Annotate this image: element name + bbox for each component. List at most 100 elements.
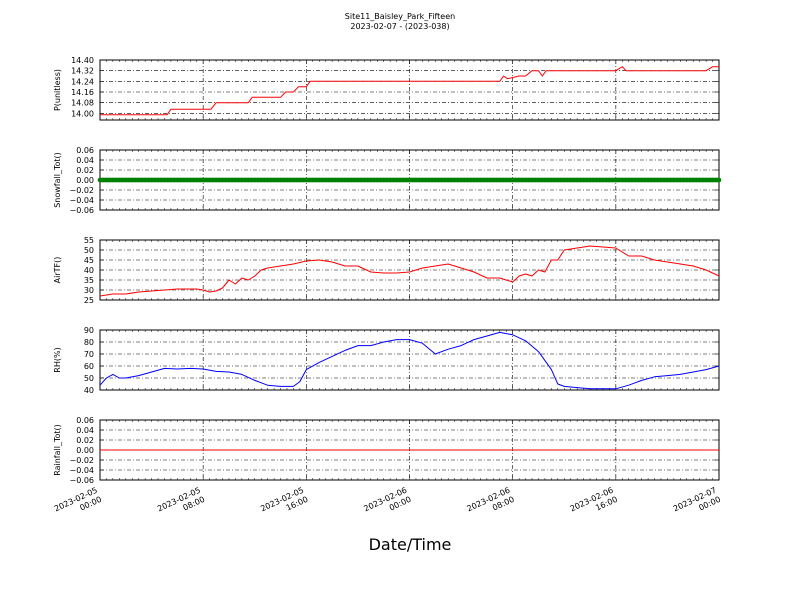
data-point xyxy=(178,177,183,183)
y-tick-label: 0.00 xyxy=(76,176,94,185)
x-tick-label: 2023-02-0516:00 xyxy=(259,486,309,523)
data-point xyxy=(471,177,477,183)
y-tick-label: 40 xyxy=(84,266,94,275)
data-point xyxy=(381,177,387,183)
data-point xyxy=(233,177,238,183)
data-point xyxy=(146,177,151,183)
data-point xyxy=(291,177,296,183)
data-point xyxy=(378,177,383,183)
data-point xyxy=(613,177,619,183)
data-point xyxy=(307,177,312,183)
data-point xyxy=(510,177,515,183)
data-point xyxy=(432,177,438,183)
data-point xyxy=(639,177,644,183)
y-tick-label: 60 xyxy=(84,362,94,371)
x-tick-label: 2023-02-0600:00 xyxy=(362,486,412,523)
data-point xyxy=(162,177,167,183)
data-point xyxy=(449,177,454,183)
y-axis-label: Rainfall_Tot() xyxy=(53,424,62,476)
y-tick-label: 55 xyxy=(84,236,94,245)
data-point xyxy=(287,177,293,183)
data-point xyxy=(329,177,335,183)
data-point xyxy=(355,177,361,183)
data-point xyxy=(310,177,316,183)
data-point xyxy=(458,177,464,183)
data-point xyxy=(120,177,125,183)
data-point xyxy=(565,177,570,183)
data-point xyxy=(165,177,171,183)
y-tick-label: −0.02 xyxy=(69,456,94,465)
data-point xyxy=(175,177,180,183)
data-point xyxy=(607,177,612,183)
data-point xyxy=(281,177,287,183)
y-tick-label: 50 xyxy=(84,246,94,255)
data-point xyxy=(478,177,483,183)
series-line xyxy=(99,331,720,390)
y-tick-label: 50 xyxy=(84,374,94,383)
y-axis-label: AirTF() xyxy=(53,257,62,284)
y-tick-label: 0.02 xyxy=(76,436,94,445)
y-tick-label: 80 xyxy=(84,338,94,347)
data-point xyxy=(687,177,693,183)
data-point xyxy=(681,177,686,183)
data-point xyxy=(171,177,177,183)
data-point xyxy=(394,177,399,183)
data-point xyxy=(529,177,535,183)
data-point xyxy=(352,177,357,183)
data-point xyxy=(365,177,370,183)
data-point xyxy=(300,177,306,183)
data-point xyxy=(113,177,119,183)
y-tick-label: 40 xyxy=(84,386,94,395)
data-point xyxy=(142,177,148,183)
data-point xyxy=(442,177,448,183)
panel-2: 0.060.040.020.00−0.02−0.04−0.06 Snowfall_… xyxy=(53,146,722,215)
y-tick-label: 35 xyxy=(84,276,94,285)
data-point xyxy=(384,177,390,183)
data-point xyxy=(416,177,422,183)
y-tick-label: 45 xyxy=(84,256,94,265)
y-tick-label: 14.00 xyxy=(71,109,94,118)
data-point xyxy=(391,177,396,183)
data-point xyxy=(474,177,480,183)
data-point xyxy=(220,177,225,183)
x-axis-tick-labels: 2023-02-0500:00 2023-02-0508:00 2023-02-05… xyxy=(53,486,722,523)
data-point xyxy=(523,177,528,183)
data-point xyxy=(223,177,229,183)
data-point xyxy=(152,177,158,183)
data-point xyxy=(700,177,706,183)
x-tick-label: 2023-02-0608:00 xyxy=(466,486,516,523)
data-point xyxy=(619,177,625,183)
data-point xyxy=(552,177,557,183)
data-point xyxy=(117,177,122,183)
data-point xyxy=(597,177,603,183)
data-point xyxy=(246,177,251,183)
y-tick-label: 25 xyxy=(84,296,94,305)
data-point xyxy=(368,177,374,183)
data-point xyxy=(655,177,661,183)
data-point xyxy=(516,177,522,183)
data-point xyxy=(349,177,354,183)
data-point xyxy=(487,177,493,183)
data-point xyxy=(407,177,412,183)
y-tick-label: 14.16 xyxy=(71,88,94,97)
data-point xyxy=(668,177,673,183)
data-point xyxy=(213,177,219,183)
data-point xyxy=(684,177,690,183)
data-point xyxy=(123,177,129,183)
x-tick-label: 2023-02-0500:00 xyxy=(53,486,103,523)
data-point xyxy=(678,177,683,183)
data-point xyxy=(342,177,348,183)
data-point xyxy=(500,177,506,183)
data-point xyxy=(97,177,103,183)
data-point xyxy=(710,177,715,183)
data-point xyxy=(697,177,702,183)
data-point xyxy=(452,177,457,183)
data-point xyxy=(258,177,264,183)
data-point xyxy=(129,177,135,183)
data-point xyxy=(374,177,380,183)
data-point xyxy=(210,177,216,183)
y-tick-label: 0.00 xyxy=(76,446,94,455)
data-point xyxy=(197,177,203,183)
